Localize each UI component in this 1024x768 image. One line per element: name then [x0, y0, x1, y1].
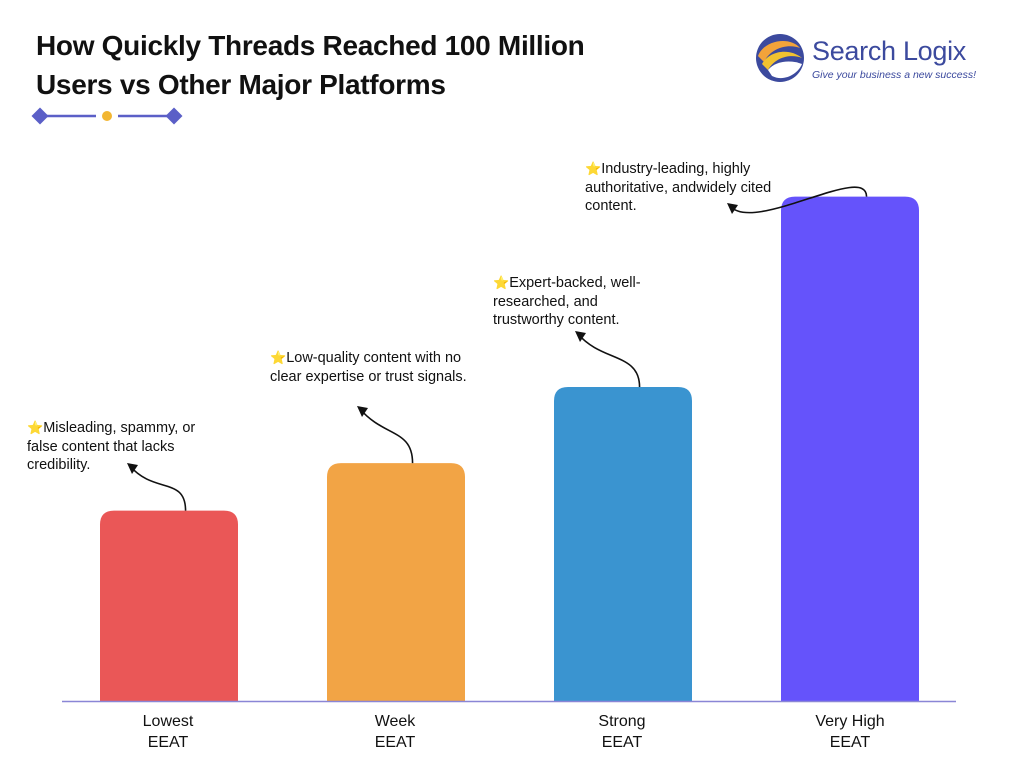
category-label-lowest: Lowest EEAT — [88, 711, 248, 753]
annotation-lowest: ⭐Misleading, spammy, or false content th… — [27, 419, 217, 475]
arrow-head-very-high — [727, 203, 738, 214]
logo-tagline: Give your business a new success! — [812, 69, 976, 81]
bar-strong — [554, 386, 692, 701]
annotation-arrow-very-high — [729, 186, 868, 214]
category-label-week: Week EEAT — [315, 711, 475, 753]
bar-week — [327, 463, 465, 701]
decoration-diamond-left — [31, 107, 49, 125]
arrow-head-week — [357, 406, 368, 417]
annotation-text: Expert-backed, well-researched, and trus… — [493, 275, 641, 328]
category-label-line-1: Week — [374, 713, 416, 730]
annotation-arrows — [127, 186, 868, 511]
annotation-text: Misleading, spammy, or false content tha… — [27, 420, 196, 473]
chart-title-line-1: How Quickly Threads Reached 100 Million — [36, 30, 585, 61]
chart-title: How Quickly Threads Reached 100 Million … — [36, 26, 696, 104]
arrow-head-lowest — [127, 463, 138, 474]
search-logix-logo-icon — [756, 34, 804, 82]
category-label-line-2: EEAT — [374, 734, 416, 751]
brand-logo: Search Logix Give your business a new su… — [754, 32, 994, 92]
annotation-text: Industry-leading, highly authoritative, … — [585, 161, 772, 214]
category-label-line-2: EEAT — [147, 734, 189, 751]
star-icon: ⭐ — [493, 275, 510, 290]
category-label-line-1: Lowest — [142, 713, 194, 730]
star-icon: ⭐ — [270, 350, 287, 365]
bars-group — [100, 196, 919, 701]
category-label-line-1: Very High — [815, 713, 885, 730]
category-label-line-1: Strong — [598, 713, 646, 730]
annotation-arrow-strong — [577, 333, 641, 387]
chart-title-line-2: Users vs Other Major Platforms — [36, 69, 446, 100]
annotation-week: ⭐Low-quality content with no clear exper… — [270, 349, 470, 386]
category-label-line-2: EEAT — [829, 734, 871, 751]
star-icon: ⭐ — [585, 161, 602, 176]
annotation-arrow-week — [359, 408, 414, 464]
star-icon: ⭐ — [27, 420, 44, 435]
decoration-dot — [102, 111, 112, 121]
category-label-very-high: Very High EEAT — [770, 711, 930, 753]
title-underline-decoration — [31, 107, 183, 125]
category-label-strong: Strong EEAT — [542, 711, 702, 753]
annotation-arrow-lowest — [129, 465, 187, 511]
annotation-very-high: ⭐Industry-leading, highly authoritative,… — [585, 160, 785, 216]
annotation-strong: ⭐Expert-backed, well-researched, and tru… — [493, 274, 671, 330]
bar-lowest — [100, 510, 238, 701]
arrow-head-strong — [575, 331, 586, 342]
category-label-line-2: EEAT — [601, 734, 643, 751]
annotation-text: Low-quality content with no clear expert… — [270, 350, 467, 385]
bar-very-high — [781, 196, 919, 701]
logo-name: Search Logix — [812, 36, 966, 66]
